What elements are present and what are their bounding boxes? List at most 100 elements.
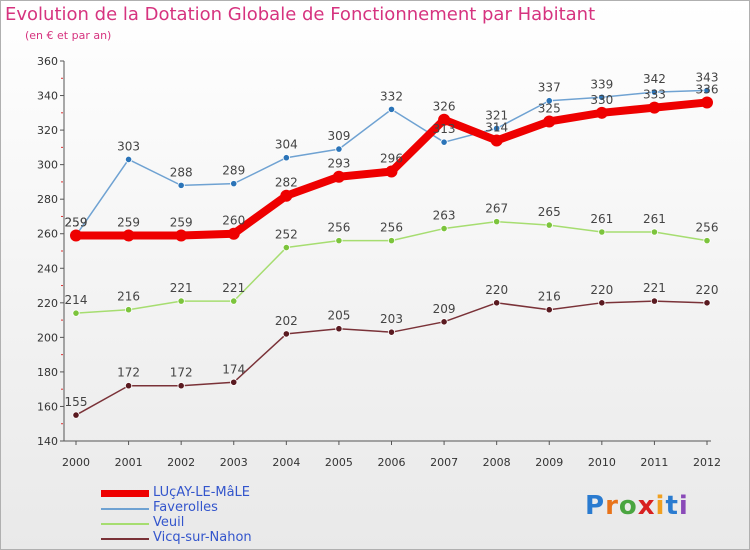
data-point-0 — [595, 106, 608, 119]
data-label-0: 293 — [327, 157, 350, 171]
data-point-2 — [545, 221, 553, 229]
data-label-1: 321 — [485, 108, 508, 122]
data-label-3: 216 — [538, 290, 561, 304]
data-point-0 — [701, 96, 713, 109]
data-point-0 — [227, 227, 240, 240]
x-tick-label: 2006 — [378, 456, 406, 469]
legend-swatch-faverolles — [101, 508, 149, 510]
chart-subtitle: (en € et par an) — [25, 29, 112, 42]
data-point-3 — [177, 382, 185, 390]
data-point-3 — [598, 299, 606, 307]
legend-label-faverolles: Faverolles — [153, 500, 218, 515]
data-label-2: 214 — [65, 293, 88, 307]
legend-swatch-vicq — [101, 538, 149, 540]
data-label-0: 296 — [380, 152, 403, 166]
data-point-2 — [335, 237, 343, 245]
y-tick-label: 280 — [37, 193, 58, 206]
legend-label-veuil: Veuil — [153, 515, 185, 530]
data-label-3: 202 — [275, 314, 298, 328]
data-label-0: 325 — [538, 101, 561, 115]
data-point-2 — [440, 224, 448, 233]
logo-letter: i — [655, 491, 666, 521]
data-label-2: 261 — [590, 212, 613, 226]
data-point-0 — [490, 134, 503, 147]
data-point-3 — [703, 299, 711, 307]
data-label-1: 342 — [643, 72, 666, 86]
x-tick-label: 2004 — [272, 456, 300, 469]
data-point-1 — [598, 93, 606, 101]
data-point-2 — [282, 243, 290, 252]
data-point-1 — [650, 88, 659, 96]
data-point-1 — [545, 97, 553, 105]
data-label-2: 267 — [485, 202, 508, 216]
data-point-3 — [72, 411, 80, 419]
y-tick-label: 360 — [37, 55, 58, 68]
data-label-1: 288 — [170, 165, 193, 179]
x-tick-label: 2000 — [62, 456, 90, 469]
y-tick-label: 240 — [37, 262, 58, 275]
data-point-3 — [440, 318, 448, 326]
data-label-2: 221 — [170, 281, 193, 295]
y-tick-label: 300 — [37, 159, 58, 172]
x-tick-label: 2001 — [115, 456, 143, 469]
data-label-1: 309 — [327, 129, 350, 143]
data-label-2: 263 — [433, 209, 456, 223]
data-label-1: 337 — [538, 81, 561, 95]
legend-label-lucay: LUçAY-LE-MâLE — [153, 485, 251, 500]
data-label-1: 313 — [433, 122, 456, 136]
data-point-3 — [282, 330, 290, 338]
data-label-3: 203 — [380, 312, 403, 326]
data-point-1 — [493, 124, 501, 132]
data-label-3: 205 — [327, 309, 350, 323]
logo-letter: t — [665, 491, 679, 521]
data-label-1: 343 — [696, 70, 719, 84]
y-tick-label: 160 — [37, 400, 58, 413]
logo-letter: P — [585, 491, 606, 521]
data-label-3: 172 — [117, 366, 140, 380]
data-point-3 — [230, 378, 238, 386]
data-label-3: 220 — [696, 283, 719, 297]
data-label-0: 336 — [696, 82, 719, 96]
logo-letter: i — [678, 491, 689, 521]
data-point-3 — [387, 328, 396, 336]
data-label-3: 221 — [643, 281, 666, 295]
data-label-2: 221 — [222, 281, 245, 295]
data-label-1: 303 — [117, 139, 140, 153]
data-point-0 — [385, 165, 398, 178]
data-label-0: 282 — [275, 176, 298, 190]
legend-swatch-veuil — [101, 523, 149, 525]
data-label-3: 209 — [433, 302, 456, 316]
data-point-0 — [438, 113, 451, 126]
data-point-3 — [650, 297, 659, 305]
data-label-1: 332 — [380, 89, 403, 103]
data-point-2 — [703, 237, 711, 245]
data-label-3: 155 — [65, 395, 88, 409]
x-tick-label: 2003 — [220, 456, 248, 469]
data-point-0 — [70, 229, 82, 242]
x-tick-label: 2007 — [430, 456, 458, 469]
data-point-2 — [493, 218, 501, 226]
data-label-1: 339 — [590, 77, 613, 91]
data-label-3: 172 — [170, 366, 193, 380]
y-tick-label: 340 — [37, 90, 58, 103]
data-label-1: 304 — [275, 138, 298, 152]
data-label-0: 330 — [590, 93, 613, 107]
data-point-3 — [545, 306, 553, 314]
data-point-2 — [387, 237, 396, 245]
data-point-0 — [175, 229, 188, 242]
data-point-1 — [282, 154, 290, 162]
data-label-1: 289 — [222, 164, 245, 178]
y-tick-label: 220 — [37, 297, 58, 310]
data-point-0 — [648, 101, 661, 114]
x-tick-label: 2002 — [167, 456, 195, 469]
data-label-0: 260 — [222, 214, 245, 228]
data-label-2: 256 — [380, 221, 403, 235]
data-label-0: 259 — [170, 215, 193, 229]
data-label-0: 326 — [433, 100, 456, 114]
data-label-3: 174 — [222, 362, 245, 376]
x-tick-label: 2011 — [640, 456, 668, 469]
data-point-1 — [440, 138, 448, 146]
data-point-1 — [703, 86, 711, 94]
logo-letter: x — [637, 491, 656, 521]
data-point-0 — [543, 115, 556, 128]
